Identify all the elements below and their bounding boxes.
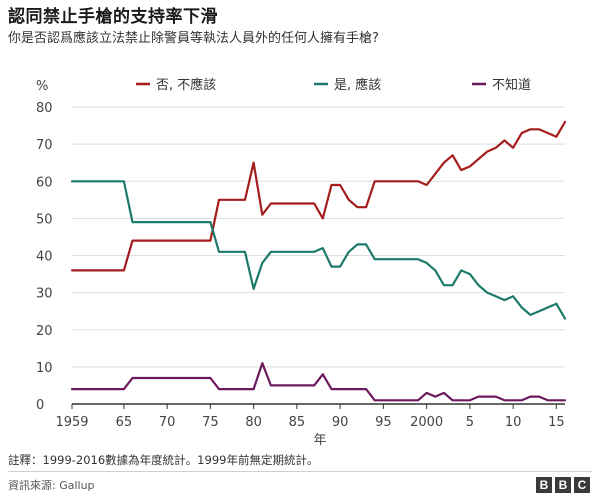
y-tick-label: 10 xyxy=(36,361,53,376)
logo-letter: C xyxy=(574,477,590,493)
x-tick-label: 95 xyxy=(375,415,392,430)
legend-label: 是, 應該 xyxy=(334,77,381,93)
y-tick-label: 0 xyxy=(36,398,44,413)
logo-letter: B xyxy=(555,477,571,493)
series-line xyxy=(70,362,567,402)
divider xyxy=(8,471,592,472)
x-tick-label: 90 xyxy=(332,415,349,430)
source-credit: 資訊來源: Gallup xyxy=(8,479,95,492)
x-tick-label: 70 xyxy=(159,415,176,430)
y-tick-label: 20 xyxy=(36,324,53,339)
x-tick-label: 10 xyxy=(505,415,522,430)
x-tick-label: 75 xyxy=(202,415,219,430)
line-chart: 0 10 20 30 40 50 60 70 80% 1959 65 70 75 80 85 90 95 2000… xyxy=(36,77,567,448)
x-axis-label: 年 xyxy=(313,433,326,448)
y-axis-label: % xyxy=(36,79,48,94)
y-tick-label: 60 xyxy=(36,175,53,190)
x-tick-label: 1959 xyxy=(55,415,88,430)
logo-letter: B xyxy=(536,477,552,493)
y-tick-label: 30 xyxy=(36,287,53,302)
x-tick-label: 80 xyxy=(245,415,262,430)
x-tick-label: 65 xyxy=(116,415,133,430)
legend-label: 不知道 xyxy=(492,77,531,93)
y-tick-label: 70 xyxy=(36,138,53,153)
chart-subtitle: 你是否認爲應該立法禁止除警員等執法人員外的任何人擁有手槍? xyxy=(8,31,379,46)
y-tick-label: 80 xyxy=(36,101,53,116)
bbc-logo: B B C xyxy=(536,477,590,493)
y-tick-label: 40 xyxy=(36,250,53,265)
series-line xyxy=(70,120,567,272)
x-tick-label: 5 xyxy=(466,415,474,430)
legend-label: 否, 不應該 xyxy=(156,77,216,93)
y-tick-label: 50 xyxy=(36,212,53,227)
chart-note: 註釋：1999-2016數據為年度統計。1999年前無定期統計。 xyxy=(8,453,319,467)
x-tick-label: 2000 xyxy=(410,415,443,430)
chart-title: 認同禁止手槍的支持率下滑 xyxy=(8,7,218,27)
x-tick-label: 85 xyxy=(289,415,306,430)
x-tick-label: 15 xyxy=(548,415,565,430)
series-line xyxy=(70,180,567,320)
